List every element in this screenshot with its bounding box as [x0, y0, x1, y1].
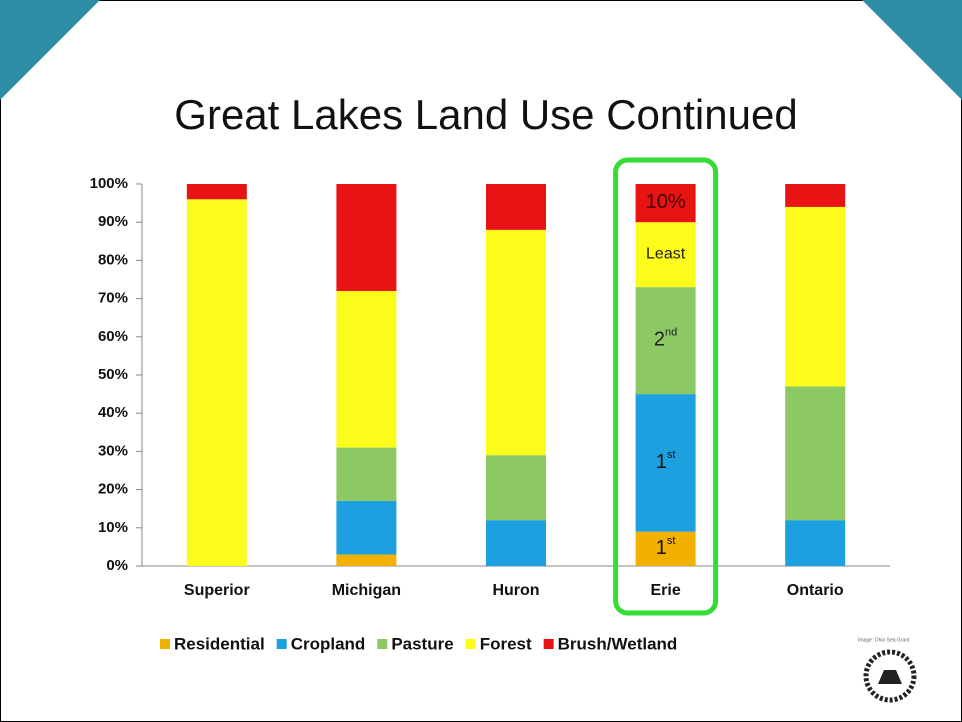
bar-segment [486, 520, 546, 566]
x-tick-label: Huron [492, 582, 539, 599]
annotation: 10% [646, 191, 686, 213]
y-tick-label: 10% [98, 519, 128, 536]
annotation-text: 10% [646, 191, 686, 213]
bar-segment [486, 229, 546, 456]
legend-swatch [276, 639, 287, 649]
y-tick-label: 70% [98, 290, 128, 307]
corner-decoration [0, 0, 100, 100]
bar-segment [785, 206, 846, 387]
bar-segment [336, 501, 397, 555]
credit: Image: Ohio Sea Grant [858, 637, 910, 643]
annotation-text: 1 [656, 537, 667, 559]
y-tick-label: 20% [98, 481, 128, 498]
bar-segment [785, 386, 846, 521]
y-tick-label: 0% [106, 557, 128, 574]
annotation: Least [646, 246, 686, 263]
chart-title: Great Lakes Land Use Continued [174, 91, 797, 138]
bar-segment [635, 222, 696, 288]
bar-segment [336, 184, 397, 291]
bar-segment [635, 394, 696, 532]
annotation: 1st [656, 535, 676, 559]
y-tick-label: 80% [98, 251, 128, 268]
annotation-text: 2 [654, 329, 665, 351]
bar-segment [336, 554, 397, 566]
bar-segment [186, 184, 247, 200]
legend-label: Cropland [291, 634, 366, 653]
legend-swatch [160, 639, 170, 649]
bar-segment [785, 520, 846, 566]
annotation-sup: nd [665, 327, 677, 339]
x-tick-label: Ontario [787, 582, 844, 599]
bar-segment [336, 447, 397, 502]
y-tick-label: 30% [98, 442, 128, 459]
bar-segment [486, 184, 546, 230]
annotation: 2nd [654, 327, 677, 351]
y-tick-label: 90% [98, 213, 128, 230]
bar-segment [635, 287, 696, 395]
annotation-text: Least [646, 246, 686, 263]
annotation-sup: st [667, 535, 676, 547]
annotation-sup: st [667, 449, 676, 461]
legend-swatch [377, 639, 388, 649]
corner-decoration [862, 0, 962, 100]
y-tick-label: 60% [98, 328, 128, 345]
bar-segment [486, 455, 546, 521]
x-tick-label: Michigan [332, 582, 401, 599]
y-tick-label: 40% [98, 404, 128, 421]
bar-segment [635, 184, 696, 223]
legend-label: Pasture [391, 634, 453, 653]
bar-segment [186, 199, 247, 566]
annotation: 1st [656, 449, 676, 473]
logo [863, 649, 917, 703]
legend-swatch [465, 639, 476, 649]
legend-label: Forest [480, 634, 532, 653]
y-tick-label: 50% [98, 366, 128, 383]
x-tick-label: Erie [650, 582, 680, 599]
bar-segment [635, 531, 696, 566]
y-tick-label: 100% [90, 175, 128, 192]
legend-label: Brush/Wetland [558, 634, 678, 653]
bar-segment [336, 290, 397, 448]
bar-segment [785, 184, 846, 207]
legend-swatch [543, 639, 554, 649]
legend-label: Residential [174, 634, 265, 653]
x-tick-label: Superior [184, 582, 250, 599]
annotation-text: 1 [656, 451, 667, 473]
highlight-box [613, 157, 719, 616]
